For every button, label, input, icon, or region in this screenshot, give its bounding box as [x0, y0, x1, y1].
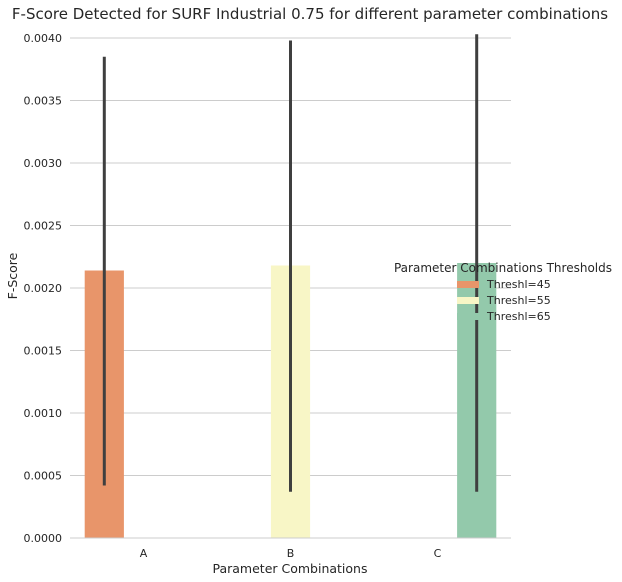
x-tick-labels: A B C	[140, 547, 442, 560]
y-tick-label: 0.0005	[24, 470, 63, 483]
error-bars	[102, 34, 479, 492]
x-tick-label: C	[434, 547, 442, 560]
legend-title: Parameter Combinations Thresholds	[394, 261, 612, 275]
legend-items: Threshl=45 Threshl=55 Threshl=65	[457, 278, 551, 323]
y-tick-labels: 0.0000 0.0005 0.0010 0.0015 0.0020 0.0025 0.00…	[24, 32, 63, 545]
x-tick-label: A	[140, 547, 148, 560]
x-tick-label: B	[287, 547, 295, 560]
legend-label: Threshl=45	[486, 278, 551, 291]
legend-label: Threshl=55	[486, 294, 551, 307]
y-tick-label: 0.0035	[24, 95, 63, 108]
y-tick-label: 0.0030	[24, 157, 63, 170]
x-axis-label: Parameter Combinations	[212, 561, 367, 576]
y-tick-label: 0.0000	[24, 532, 63, 545]
legend-swatch	[457, 281, 479, 288]
y-tick-label: 0.0040	[24, 32, 63, 45]
y-axis-label: F-Score	[5, 252, 20, 299]
y-tick-label: 0.0010	[24, 407, 63, 420]
y-tick-label: 0.0015	[24, 345, 63, 358]
y-tick-label: 0.0025	[24, 220, 63, 233]
y-tick-label: 0.0020	[24, 282, 63, 295]
legend-swatch	[457, 313, 479, 320]
legend: Parameter Combinations Thresholds Thresh…	[394, 261, 612, 323]
legend-label: Threshl=65	[486, 310, 551, 323]
chart-title: F-Score Detected for SURF Industrial 0.7…	[12, 5, 608, 23]
legend-swatch	[457, 297, 479, 304]
